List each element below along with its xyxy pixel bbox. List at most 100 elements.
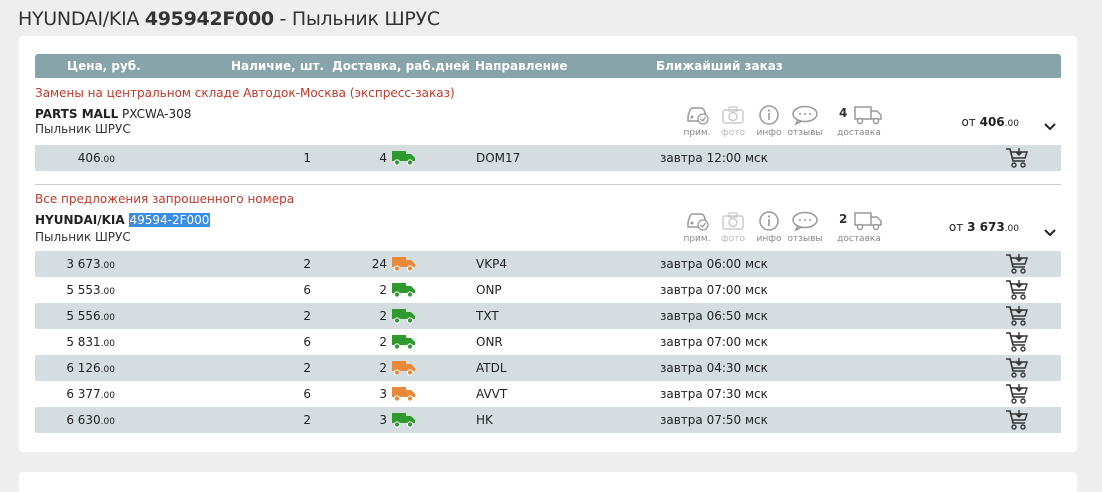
- row-direction: HK: [476, 413, 493, 427]
- row-price: 3 673.00: [35, 257, 115, 271]
- from-label: от: [961, 115, 976, 129]
- cart-icon: [1006, 306, 1028, 326]
- table-row: 3 673.00 2 24 VKP4 завтра 06:00 мск: [35, 251, 1061, 277]
- row-price-dec: .00: [100, 261, 115, 271]
- prim-button[interactable]: прим.: [679, 104, 715, 138]
- info-icon: [759, 211, 779, 231]
- photo-button[interactable]: фото: [715, 210, 751, 244]
- row-price-int: 5 831: [66, 335, 101, 349]
- row-price: 406.00: [35, 151, 115, 165]
- row-qty: 6: [303, 283, 311, 297]
- prim-label: прим.: [683, 234, 711, 244]
- row-direction: TXT: [476, 309, 499, 323]
- row-direction: DOM17: [476, 151, 521, 165]
- row-nearest: завтра 06:50 мск: [660, 309, 768, 323]
- delivery-button[interactable]: доставка: [835, 104, 883, 138]
- section-divider: [35, 184, 1061, 185]
- row-days: 2: [379, 309, 387, 323]
- row-truck: [391, 308, 417, 327]
- info-button[interactable]: инфо: [751, 210, 787, 244]
- row-truck: [391, 150, 417, 169]
- add-to-cart-button[interactable]: [1005, 357, 1029, 382]
- reviews-label: отзывы: [787, 234, 823, 244]
- chevron-down-icon: [1044, 229, 1056, 237]
- add-to-cart-button[interactable]: [1005, 305, 1029, 330]
- cart-icon: [1006, 410, 1028, 430]
- cart-icon: [1006, 280, 1028, 300]
- row-qty: 2: [303, 257, 311, 271]
- table-row: 5 553.00 6 2 ONP завтра 07:00 мск: [35, 277, 1061, 303]
- add-to-cart-button[interactable]: [1005, 331, 1029, 356]
- row-nearest: завтра 07:00 мск: [660, 335, 768, 349]
- section-title: Все предложения запрошенного номера: [35, 192, 295, 206]
- delivery-button[interactable]: доставка: [835, 210, 883, 244]
- offer-brand-line: PARTS MALL PXCWA-308: [35, 107, 191, 121]
- offer-code[interactable]: PXCWA-308: [122, 107, 192, 121]
- info-button[interactable]: инфо: [751, 104, 787, 138]
- truck-icon: [392, 257, 415, 272]
- from-price-int: 3 673: [967, 220, 1005, 234]
- section-title: Замены на центральном складе Автодок-Мос…: [35, 86, 455, 100]
- expand-button[interactable]: [1043, 223, 1057, 237]
- row-days: 3: [379, 413, 387, 427]
- row-price-dec: .00: [100, 391, 115, 401]
- next-card: [19, 472, 1077, 492]
- row-nearest: завтра 07:00 мск: [660, 283, 768, 297]
- table-row: 6 126.00 2 2 ATDL завтра 04:30 мск: [35, 355, 1061, 381]
- row-qty: 2: [303, 309, 311, 323]
- info-label: инфо: [756, 234, 782, 244]
- from-price-dec: .00: [1004, 224, 1019, 234]
- add-to-cart-button[interactable]: [1005, 147, 1029, 172]
- row-price-dec: .00: [100, 365, 115, 375]
- row-price-int: 6 630: [66, 413, 101, 427]
- row-price-dec: .00: [100, 287, 115, 297]
- from-price: от 406.00: [899, 115, 1019, 129]
- title-part-number: 495942F000: [144, 8, 274, 30]
- header-nearest-order: Ближайший заказ: [656, 59, 783, 73]
- table-row: 6 630.00 2 3 HK завтра 07:50 мск: [35, 407, 1061, 433]
- truck-icon: [392, 361, 415, 376]
- offer-brand: HYUNDAI/KIA: [35, 213, 125, 227]
- row-nearest: завтра 07:30 мск: [660, 387, 768, 401]
- camera-icon: [722, 106, 744, 124]
- reviews-button[interactable]: отзывы: [787, 104, 823, 138]
- photo-label: фото: [721, 128, 745, 138]
- from-label: от: [948, 220, 964, 234]
- add-to-cart-button[interactable]: [1005, 279, 1029, 304]
- truck-icon: [392, 413, 415, 428]
- cart-icon: [1006, 332, 1028, 352]
- row-truck: [391, 256, 417, 275]
- row-direction: ONP: [476, 283, 502, 297]
- add-to-cart-button[interactable]: [1005, 409, 1029, 434]
- row-direction: ATDL: [476, 361, 507, 375]
- row-price: 6 126.00: [35, 361, 115, 375]
- reviews-button[interactable]: отзывы: [787, 210, 823, 244]
- add-to-cart-button[interactable]: [1005, 253, 1029, 278]
- truck-icon: [392, 387, 415, 402]
- row-nearest: завтра 07:50 мск: [660, 413, 768, 427]
- row-direction: AVVT: [476, 387, 508, 401]
- offer-code[interactable]: 49594-2F000: [128, 213, 211, 227]
- prim-button[interactable]: прим.: [679, 210, 715, 244]
- table-row: 5 831.00 6 2 ONR завтра 07:00 мск: [35, 329, 1061, 355]
- row-price-int: 6 126: [66, 361, 101, 375]
- row-qty: 2: [303, 413, 311, 427]
- car-note-icon: [687, 107, 709, 125]
- delivery-count: 2: [839, 212, 848, 226]
- offer-brand: PARTS MALL: [35, 107, 119, 121]
- expand-button[interactable]: [1043, 117, 1057, 131]
- add-to-cart-button[interactable]: [1005, 383, 1029, 408]
- row-direction: VKP4: [476, 257, 507, 271]
- truck-outline-icon: [854, 212, 882, 231]
- table-row: 5 556.00 2 2 TXT завтра 06:50 мск: [35, 303, 1061, 329]
- from-price-int: 406: [979, 115, 1005, 129]
- row-qty: 2: [303, 361, 311, 375]
- truck-icon: [392, 283, 415, 298]
- row-price: 5 831.00: [35, 335, 115, 349]
- row-price-dec: .00: [100, 313, 115, 323]
- photo-button[interactable]: фото: [715, 104, 751, 138]
- table-row: 6 377.00 6 3 AVVT завтра 07:30 мск: [35, 381, 1061, 407]
- row-days: 2: [379, 283, 387, 297]
- truck-outline-icon: [854, 106, 882, 125]
- row-days: 24: [371, 257, 387, 271]
